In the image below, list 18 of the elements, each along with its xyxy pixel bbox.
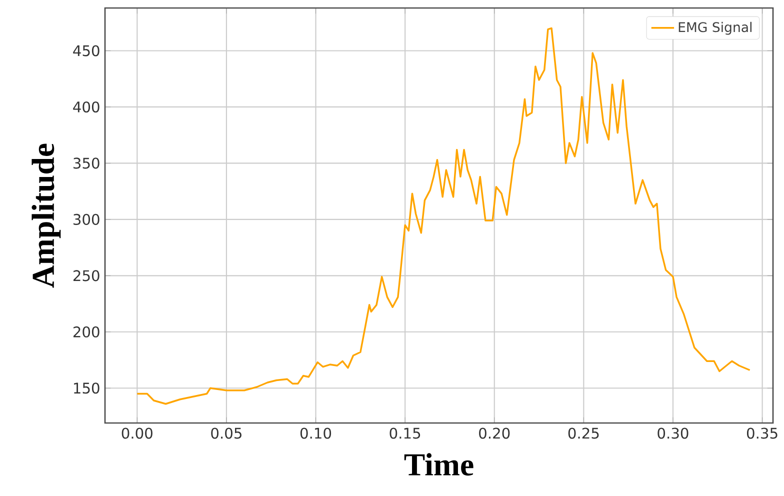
x-tick-label: 0.10 bbox=[300, 428, 332, 439]
y-tick-label: 300 bbox=[74, 214, 100, 225]
x-tick-label: 0.25 bbox=[568, 428, 599, 439]
x-tick-label: 0.15 bbox=[390, 428, 420, 439]
x-tick-label: 0.20 bbox=[479, 428, 510, 439]
x-tick-label: 0.00 bbox=[122, 428, 152, 439]
y-tick-label: 150 bbox=[74, 382, 100, 394]
y-tick-label: 450 bbox=[73, 45, 100, 56]
y-axis-title: Amplitude bbox=[32, 144, 61, 288]
y-tick-label: 400 bbox=[73, 101, 100, 112]
legend-label: EMG Signal bbox=[678, 22, 752, 35]
y-tick-label: 350 bbox=[74, 158, 100, 169]
y-tick-label: 250 bbox=[73, 270, 100, 282]
x-tick-label: 0.05 bbox=[211, 428, 242, 439]
x-tick-label: 0.35 bbox=[746, 428, 778, 439]
x-axis-title: Time bbox=[404, 453, 474, 476]
y-tick-label: 200 bbox=[73, 326, 100, 338]
x-tick-label: 0.30 bbox=[658, 428, 688, 439]
